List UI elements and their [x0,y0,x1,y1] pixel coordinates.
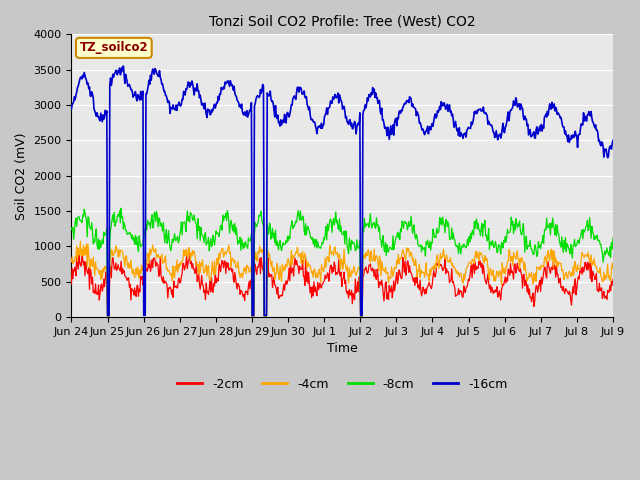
Text: TZ_soilco2: TZ_soilco2 [79,41,148,54]
Legend: -2cm, -4cm, -8cm, -16cm: -2cm, -4cm, -8cm, -16cm [172,373,512,396]
X-axis label: Time: Time [327,342,358,356]
Y-axis label: Soil CO2 (mV): Soil CO2 (mV) [15,132,28,219]
Title: Tonzi Soil CO2 Profile: Tree (West) CO2: Tonzi Soil CO2 Profile: Tree (West) CO2 [209,15,476,29]
